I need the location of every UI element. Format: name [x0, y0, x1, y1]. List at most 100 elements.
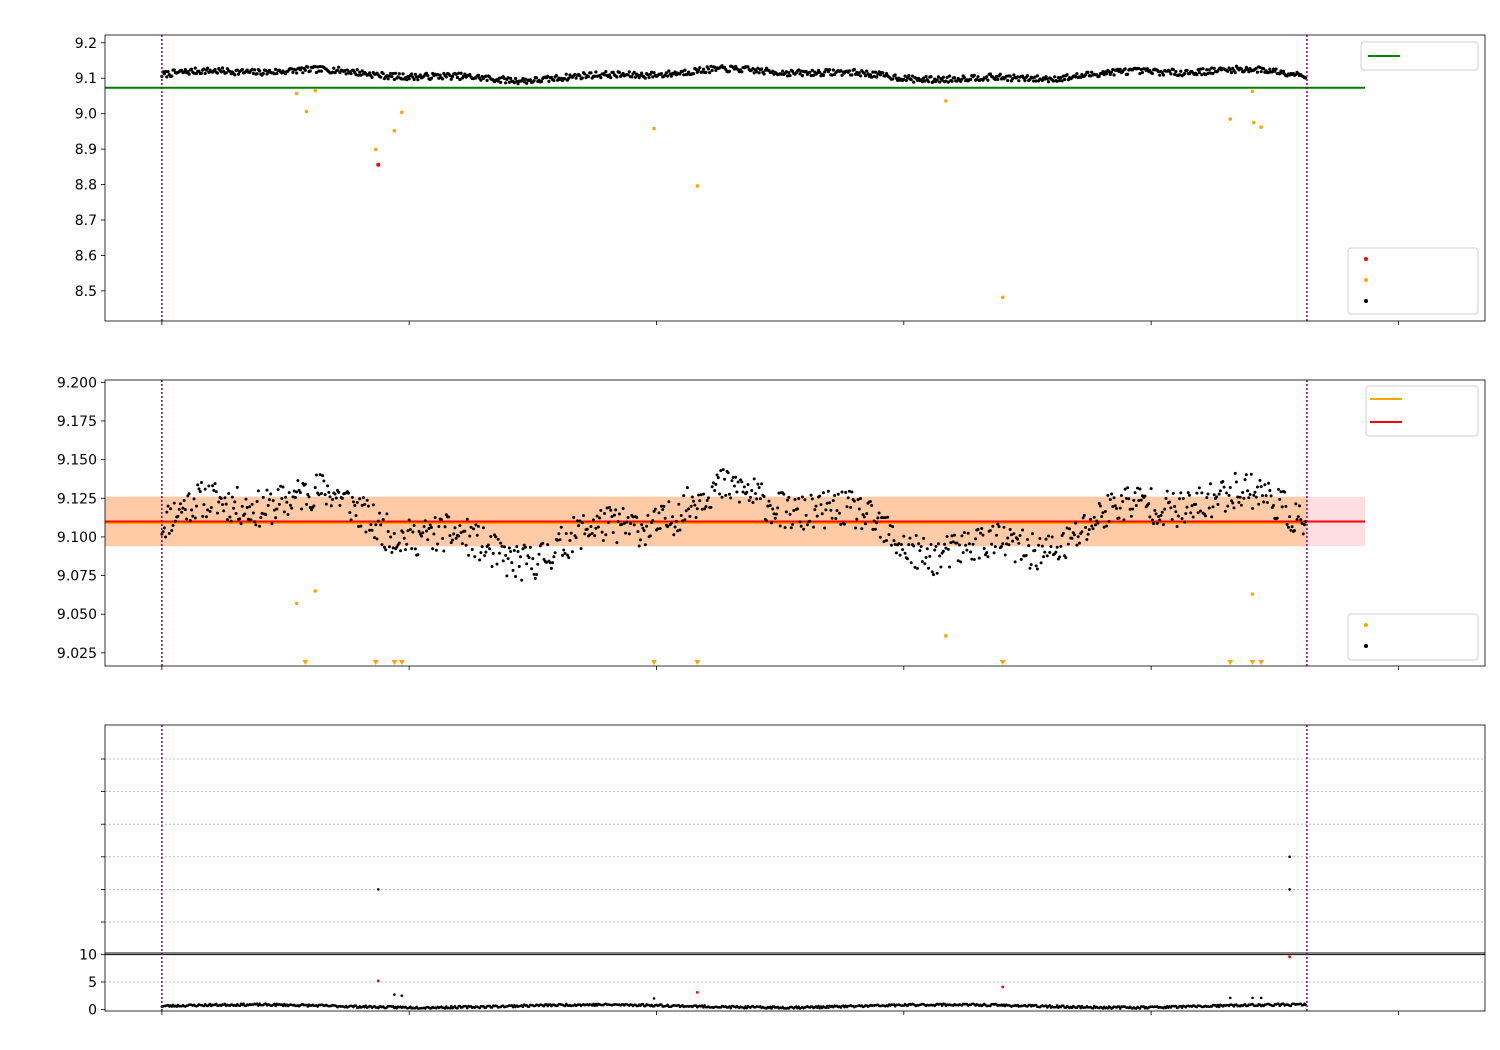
dr-ok-point — [273, 1002, 276, 1006]
ok-point — [694, 67, 698, 71]
ok-point — [165, 75, 169, 79]
ok-point — [459, 71, 463, 75]
ok-point — [1251, 506, 1255, 510]
ok-point — [1177, 73, 1182, 77]
ok-point — [786, 498, 790, 502]
ok-point — [476, 73, 481, 77]
ok-point — [1113, 504, 1117, 508]
ok-point — [1205, 496, 1209, 500]
ok-point — [474, 523, 478, 527]
ok-point — [751, 500, 755, 504]
ok-point — [201, 514, 205, 518]
ok-point — [1180, 516, 1184, 520]
ok-point — [659, 504, 663, 508]
dr-ok-point — [745, 1006, 749, 1010]
ok-point — [1046, 80, 1051, 84]
ok-point — [253, 520, 257, 524]
ok-point — [203, 487, 207, 491]
ok-point — [818, 70, 822, 75]
ok-point — [230, 495, 234, 499]
ok-point — [441, 537, 445, 541]
dr-outlier-point — [400, 994, 404, 997]
ok-point — [1011, 539, 1015, 543]
flags-panel — [101, 724, 1486, 954]
ok-point — [914, 534, 918, 538]
ok-point — [240, 67, 244, 72]
ok-point — [1105, 524, 1109, 528]
ok-point — [1169, 72, 1173, 76]
ok-point — [674, 519, 678, 523]
ok-point — [171, 523, 175, 527]
ok-point — [1161, 73, 1166, 77]
flag-point — [1288, 888, 1291, 891]
ok-point — [520, 578, 524, 582]
ok-point — [1084, 525, 1088, 529]
ok-point — [285, 500, 289, 504]
ok-point — [732, 484, 736, 488]
ok-point — [787, 71, 791, 75]
ok-point — [348, 511, 352, 515]
ok-point — [1025, 537, 1029, 541]
ok-point — [189, 67, 194, 71]
ok-point — [331, 498, 335, 502]
ok-point — [1126, 72, 1130, 76]
ok-point — [683, 518, 687, 522]
ok-point — [364, 530, 368, 534]
ok-point — [356, 73, 361, 77]
ok-point — [679, 514, 683, 518]
ok-point — [661, 508, 665, 512]
ok-point — [494, 535, 498, 539]
ok-point — [1000, 545, 1004, 549]
ok-point — [499, 80, 503, 84]
ok-point — [358, 497, 362, 501]
ok-point — [457, 534, 461, 538]
ok-point — [789, 526, 793, 530]
ok-point — [296, 479, 300, 483]
ok-point — [185, 517, 189, 521]
ok-point — [196, 483, 200, 487]
ok-point — [506, 557, 510, 561]
ok-point — [374, 523, 378, 527]
ok-point — [913, 565, 917, 569]
ok-point — [243, 512, 247, 516]
ok-point — [936, 75, 941, 79]
ok-point — [944, 79, 948, 83]
ok-point — [518, 555, 522, 559]
ok-point — [1228, 67, 1232, 72]
highlighted-point — [294, 601, 299, 606]
ok-point — [1254, 66, 1258, 70]
ok-point — [656, 527, 660, 531]
ok-point — [601, 539, 605, 543]
ok-point — [578, 519, 582, 523]
ok-point — [740, 70, 744, 74]
ok-point — [750, 488, 754, 492]
ok-point — [1034, 564, 1038, 568]
ok-point — [553, 551, 557, 555]
dr-ok-point — [1174, 1004, 1178, 1008]
ok-point — [882, 540, 886, 544]
ok-point — [614, 508, 618, 512]
ok-point — [523, 545, 527, 549]
dr-ok-point — [1048, 1004, 1052, 1007]
ok-point — [187, 492, 191, 496]
ok-point — [479, 78, 483, 82]
ok-point — [465, 517, 469, 521]
dr-panel: 0 5 10 — [79, 948, 1486, 1018]
ok-point — [632, 523, 636, 527]
ok-point — [1228, 486, 1232, 490]
ok-point — [559, 525, 563, 529]
ok-point — [321, 474, 325, 478]
ok-point — [190, 508, 194, 512]
ok-point — [1062, 77, 1067, 82]
ok-point — [819, 503, 823, 507]
ok-point — [1174, 69, 1178, 74]
ok-point — [349, 72, 353, 76]
ok-point — [458, 524, 462, 528]
ok-point — [714, 68, 718, 72]
ok-point — [873, 70, 877, 74]
ok-point — [370, 528, 374, 532]
ok-point — [350, 495, 354, 499]
ok-point — [1102, 72, 1106, 77]
ok-point — [651, 519, 655, 523]
ok-point — [335, 68, 340, 72]
